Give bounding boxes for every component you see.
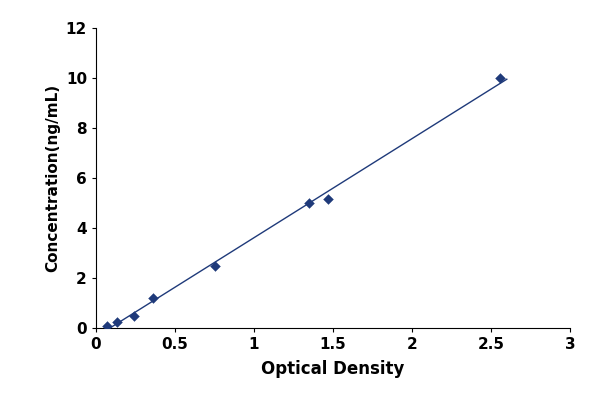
- Point: [210, 262, 220, 269]
- Point: [305, 200, 314, 206]
- Y-axis label: Concentration(ng/mL): Concentration(ng/mL): [45, 84, 60, 272]
- Point: [323, 196, 333, 202]
- Point: [129, 313, 139, 319]
- Point: [112, 318, 121, 325]
- X-axis label: Optical Density: Optical Density: [262, 360, 404, 378]
- Point: [148, 295, 158, 301]
- Point: [102, 323, 112, 329]
- Point: [496, 75, 505, 81]
